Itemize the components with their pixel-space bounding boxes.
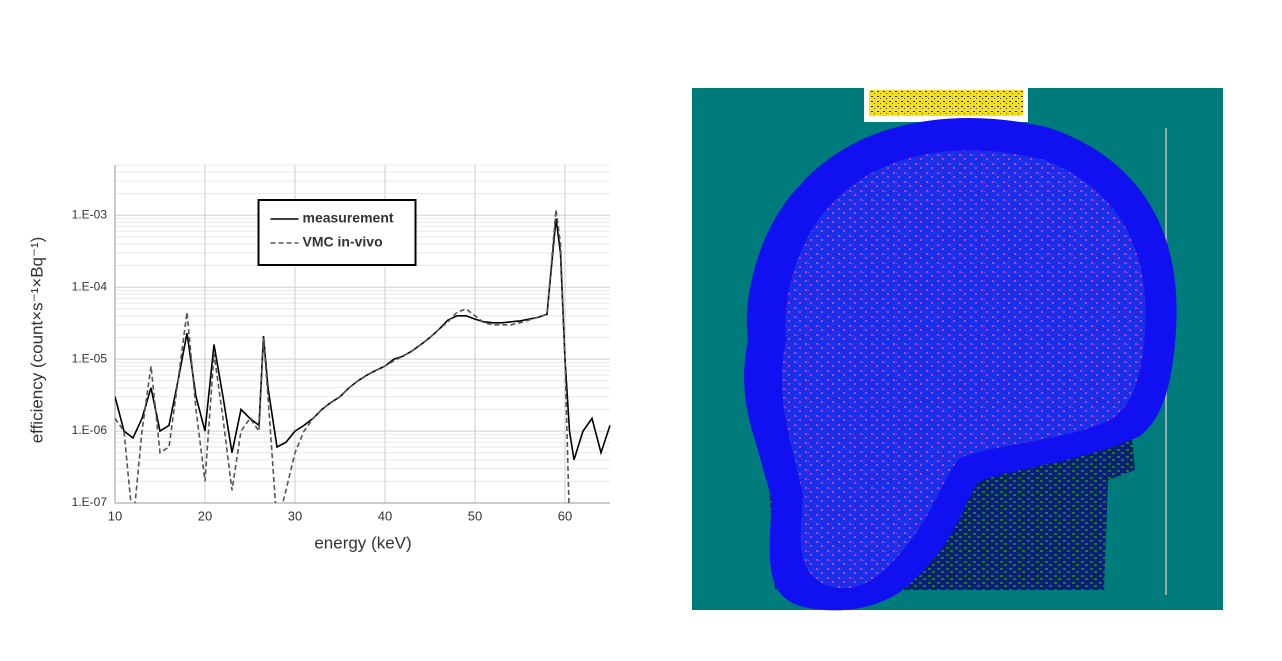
- legend-label: measurement: [303, 210, 394, 226]
- x-tick-label: 30: [288, 508, 302, 523]
- x-tick-label: 50: [468, 508, 482, 523]
- y-tick-label: 1.E-05: [72, 351, 108, 365]
- phantom-image: [692, 88, 1223, 611]
- y-axis-title: efficiency (count×s⁻¹×Bq⁻¹): [27, 237, 46, 444]
- y-tick-label: 1.E-04: [72, 279, 108, 293]
- x-tick-label: 60: [558, 508, 572, 523]
- x-tick-label: 10: [108, 508, 122, 523]
- x-axis-title: energy (keV): [314, 533, 411, 552]
- series-line: [115, 209, 570, 503]
- x-tick-label: 40: [378, 508, 392, 523]
- y-tick-label: 1.E-06: [72, 423, 108, 437]
- legend-label: VMC in-vivo: [303, 234, 383, 250]
- x-tick-label: 20: [198, 508, 212, 523]
- series-line: [115, 218, 611, 460]
- plot-area: [115, 209, 611, 503]
- y-tick-label: 1.E-03: [72, 207, 108, 221]
- legend-box: [257, 199, 417, 266]
- y-tick-label: 1.E-07: [72, 495, 108, 509]
